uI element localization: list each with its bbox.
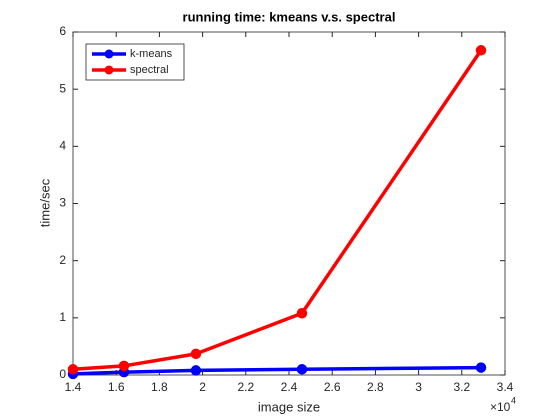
y-axis-label: time/sec (37, 178, 52, 227)
marker (118, 360, 130, 372)
x-tick-label: 3.4 (497, 380, 514, 394)
marker (296, 364, 308, 375)
y-tick-label: 4 (59, 139, 66, 153)
legend-marker (104, 49, 114, 59)
x-axis-label: image size (258, 399, 320, 414)
y-tick-label: 1 (59, 310, 66, 324)
marker (190, 365, 202, 376)
legend-box (85, 43, 185, 81)
y-tick-label: 0 (59, 367, 66, 381)
x-tick-label: 2.8 (367, 380, 384, 394)
x-scale-exponent: 4 (511, 395, 516, 405)
chart-title: running time: kmeans v.s. spectral (183, 9, 396, 24)
marker (475, 45, 487, 56)
y-tick-label: 5 (59, 81, 66, 95)
x-scale-base: ×10 (490, 400, 511, 414)
x-tick-label: 1.8 (151, 380, 168, 394)
legend-marker (104, 65, 114, 75)
x-tick-label: 2.2 (237, 380, 254, 394)
plot-area (72, 31, 506, 376)
y-tick-label: 3 (59, 196, 66, 210)
x-tick-label: 1.4 (65, 380, 82, 394)
marker (296, 308, 308, 319)
marker (190, 348, 202, 360)
x-tick-label: 2 (199, 380, 206, 394)
marker (67, 364, 79, 375)
x-tick-label: 3 (415, 380, 422, 394)
x-tick-label: 2.6 (324, 380, 341, 394)
x-tick-label: 3.2 (453, 380, 470, 394)
legend-label: spectral (130, 64, 169, 76)
x-tick-label: 2.4 (281, 380, 298, 394)
y-tick-label: 2 (59, 253, 66, 267)
y-tick-label: 6 (59, 24, 66, 38)
marker (475, 362, 487, 373)
x-tick-label: 1.6 (108, 380, 125, 394)
legend-label: k-means (130, 48, 173, 60)
